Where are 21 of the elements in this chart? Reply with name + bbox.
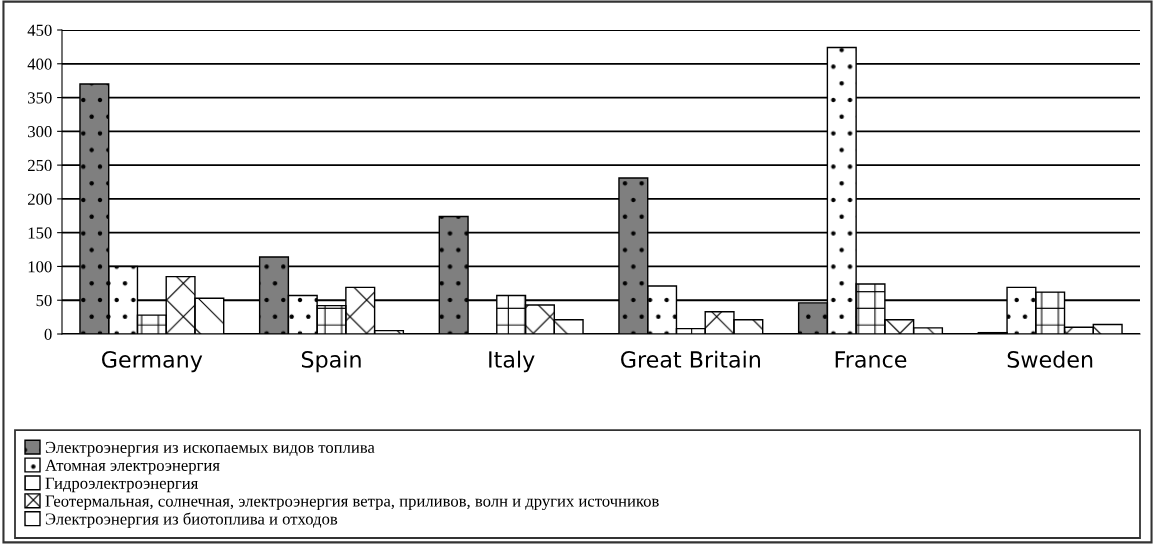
legend-label: Атомная электроэнергия [45, 459, 220, 475]
x-tick-label: Sweden [1007, 350, 1093, 368]
y-tick-label: 250 [28, 159, 52, 172]
y-tick-label: 50 [36, 294, 52, 307]
x-tick-label: Spain [301, 350, 361, 373]
y-tick-label: 450 [27, 24, 52, 36]
y-tick-label: 200 [28, 193, 52, 205]
y-tick-label: 350 [28, 92, 52, 104]
y-tick-label: 0 [44, 328, 52, 340]
legend-label: Электроэнергия из ископаемых видов топлива [45, 441, 375, 457]
x-tick-label: Germany [102, 351, 203, 373]
x-tick-label: Great Britain [621, 350, 760, 368]
y-tick-label: 100 [28, 261, 52, 273]
legend-label: Электроэнергия из биотоплива и отходов [45, 512, 338, 528]
y-tick-label: 300 [28, 126, 52, 138]
x-tick-label: Italy [489, 350, 535, 373]
x-tick-label: France [835, 351, 907, 368]
y-tick-label: 150 [28, 227, 52, 239]
legend-label: Геотермальная, солнечная, электроэнергия ветра, приливов, волн и других источников [45, 495, 659, 511]
y-tick-label: 400 [27, 58, 52, 70]
legend-label: Гидроэлектроэнергия [45, 477, 199, 493]
